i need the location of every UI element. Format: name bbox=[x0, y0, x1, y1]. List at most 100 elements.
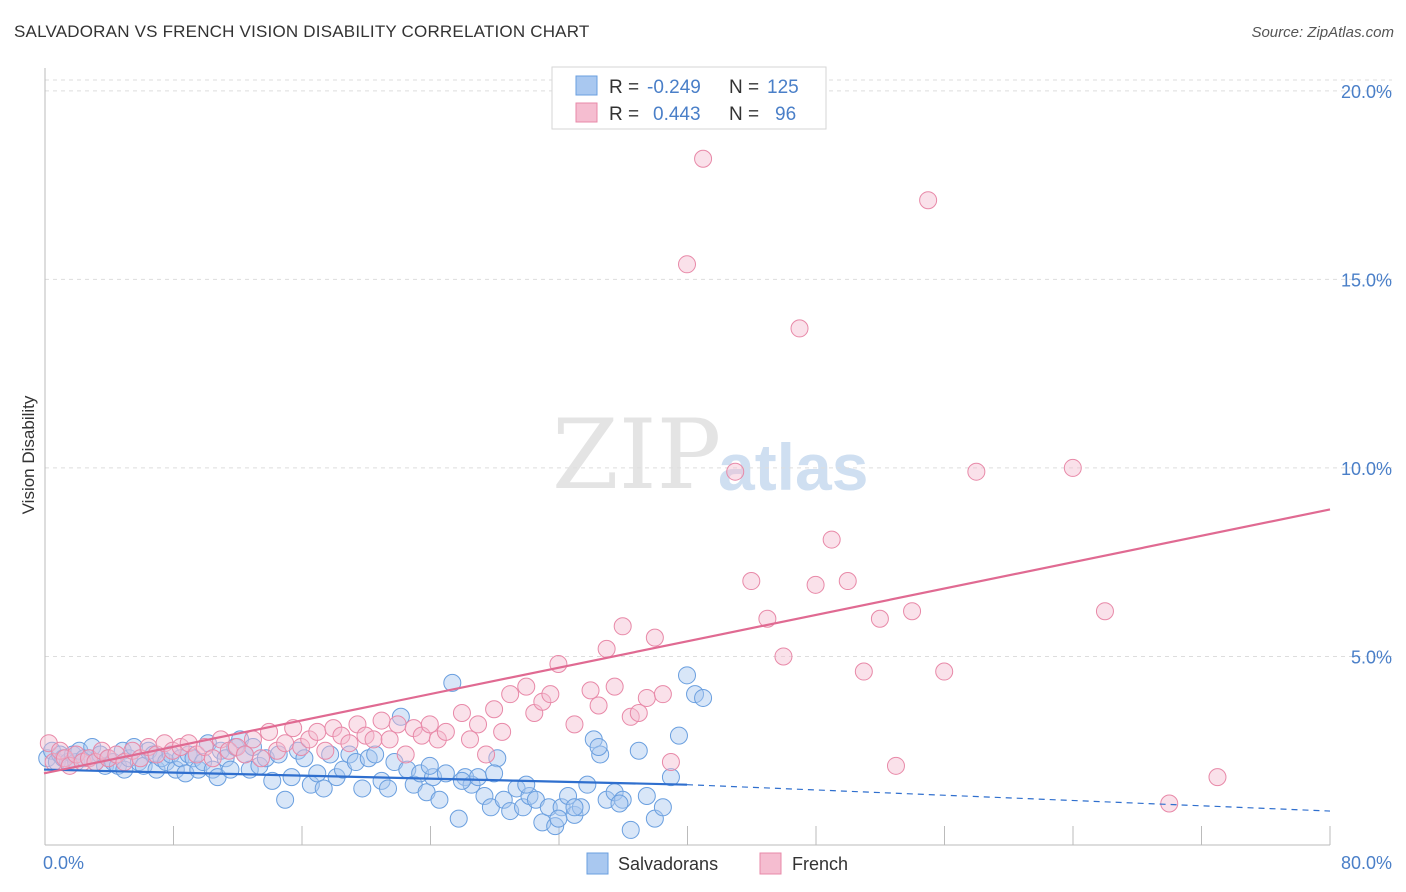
legend-r-french: 0.443 bbox=[653, 104, 701, 125]
data-point-salvadorans bbox=[485, 764, 504, 783]
data-point-salvadorans bbox=[379, 779, 398, 798]
data-point-salvadorans bbox=[661, 768, 680, 787]
data-point-french bbox=[501, 685, 520, 704]
watermark-zip: ZIP bbox=[552, 399, 721, 511]
data-point-salvadorans bbox=[147, 760, 166, 779]
data-point-french bbox=[605, 677, 624, 696]
data-point-french bbox=[477, 745, 496, 764]
legend-box: R = -0.249 N = 125 R = 0.443 N = 96 bbox=[551, 66, 827, 130]
trend-line-french bbox=[43, 508, 1331, 775]
data-point-french bbox=[203, 749, 222, 768]
axes bbox=[44, 68, 1331, 846]
y-axis-label: Vision Disability bbox=[19, 395, 38, 514]
data-point-french bbox=[726, 462, 745, 481]
data-point-french bbox=[340, 734, 359, 753]
data-point-french bbox=[452, 704, 471, 723]
data-point-salvadorans bbox=[420, 756, 439, 775]
trend-line-extension-salvadorans bbox=[686, 784, 1331, 812]
data-point-salvadorans bbox=[494, 790, 513, 809]
data-point-salvadorans bbox=[194, 753, 213, 772]
data-point-salvadorans bbox=[571, 798, 590, 817]
data-point-french bbox=[935, 662, 954, 681]
data-point-salvadorans bbox=[578, 775, 597, 794]
data-point-salvadorans bbox=[263, 771, 282, 790]
bottom-legend-salvadorans: Salvadorans bbox=[618, 854, 718, 874]
data-point-french bbox=[1063, 458, 1082, 477]
chart-title: SALVADORAN VS FRENCH VISION DISABILITY C… bbox=[14, 22, 590, 41]
data-point-salvadorans bbox=[314, 779, 333, 798]
trend-lines bbox=[43, 508, 1331, 812]
data-point-french bbox=[653, 685, 672, 704]
legend-n-label-french: N = bbox=[729, 104, 759, 125]
data-point-french bbox=[420, 715, 439, 734]
data-point-salvadorans bbox=[589, 737, 608, 756]
data-point-salvadorans bbox=[629, 741, 648, 760]
data-point-french bbox=[396, 745, 415, 764]
data-point-salvadorans bbox=[610, 794, 629, 813]
data-point-french bbox=[517, 677, 536, 696]
legend-n-french: 96 bbox=[775, 104, 796, 125]
legend-n-salvadorans: 125 bbox=[767, 77, 799, 98]
x-tick-label-min: 0.0% bbox=[43, 853, 84, 873]
data-point-salvadorans bbox=[449, 809, 468, 828]
y-tick-label: 15.0% bbox=[1341, 270, 1392, 290]
data-point-salvadorans bbox=[565, 798, 584, 817]
data-point-salvadorans bbox=[591, 745, 610, 764]
data-point-salvadorans bbox=[436, 764, 455, 783]
data-point-french bbox=[581, 681, 600, 700]
data-point-french bbox=[613, 617, 632, 636]
data-point-salvadorans bbox=[308, 764, 327, 783]
data-point-french bbox=[252, 749, 271, 768]
data-point-french bbox=[886, 756, 905, 775]
data-point-salvadorans bbox=[559, 786, 578, 805]
y-tick-label: 10.0% bbox=[1341, 459, 1392, 479]
data-point-salvadorans bbox=[443, 673, 462, 692]
data-point-french bbox=[637, 688, 656, 707]
data-point-french bbox=[694, 149, 713, 168]
data-point-salvadorans bbox=[366, 745, 385, 764]
data-point-salvadorans bbox=[549, 809, 568, 828]
data-point-salvadorans bbox=[221, 760, 240, 779]
legend-swatch-salvadorans bbox=[575, 75, 598, 96]
data-point-salvadorans bbox=[678, 666, 696, 685]
data-point-french bbox=[485, 700, 504, 719]
data-point-french bbox=[645, 628, 664, 647]
watermark-atlas: atlas bbox=[718, 430, 868, 504]
legend-frame bbox=[551, 66, 827, 130]
data-point-salvadorans bbox=[430, 790, 449, 809]
trend-line-salvadorans bbox=[43, 768, 688, 786]
data-point-salvadorans bbox=[694, 688, 713, 707]
data-point-french bbox=[661, 753, 680, 772]
data-point-salvadorans bbox=[115, 760, 134, 779]
data-point-french bbox=[460, 730, 479, 749]
tick-labels: 5.0% 10.0% 15.0% 20.0% 0.0% 80.0% bbox=[43, 82, 1392, 873]
legend-n-label-salvadorans: N = bbox=[729, 77, 759, 98]
grid bbox=[45, 79, 1392, 657]
data-point-french bbox=[316, 741, 335, 760]
y-tick-label: 5.0% bbox=[1351, 647, 1392, 667]
data-point-french bbox=[372, 711, 391, 730]
data-point-french bbox=[235, 745, 254, 764]
data-point-salvadorans bbox=[353, 779, 372, 798]
data-point-french bbox=[678, 255, 696, 274]
data-point-french bbox=[243, 730, 262, 749]
data-point-french bbox=[1208, 768, 1227, 787]
data-point-salvadorans bbox=[637, 786, 656, 805]
legend-r-salvadorans: -0.249 bbox=[647, 77, 701, 98]
data-point-french bbox=[629, 704, 648, 723]
data-point-french bbox=[388, 715, 407, 734]
data-point-salvadorans bbox=[517, 775, 536, 794]
data-point-french bbox=[774, 647, 793, 666]
data-point-french bbox=[589, 696, 608, 715]
legend-swatch-french bbox=[575, 102, 598, 123]
x-tick-label-max: 80.0% bbox=[1341, 853, 1392, 873]
data-point-french bbox=[870, 609, 889, 628]
data-point-french bbox=[380, 730, 399, 749]
data-point-french bbox=[308, 722, 327, 741]
data-point-salvadorans bbox=[452, 771, 471, 790]
data-point-salvadorans bbox=[653, 798, 672, 817]
data-point-french bbox=[565, 715, 584, 734]
data-point-french bbox=[854, 662, 873, 681]
bottom-legend: Salvadorans French bbox=[586, 852, 848, 875]
